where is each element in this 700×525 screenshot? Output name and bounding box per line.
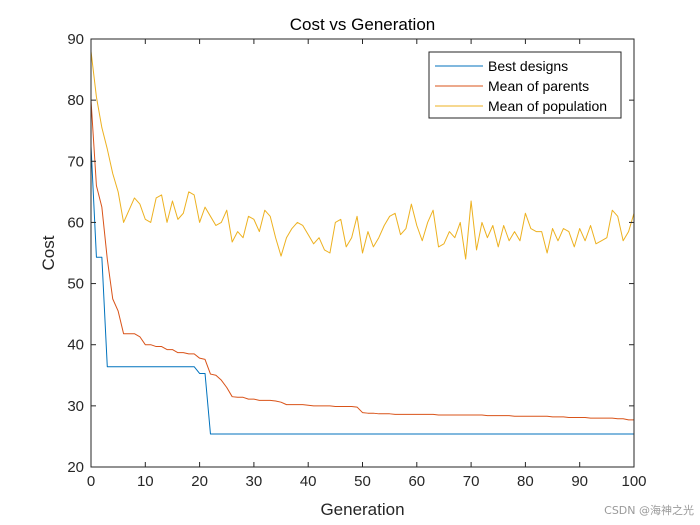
series-best-designs bbox=[90, 145, 634, 435]
series-mean-of-parents bbox=[90, 100, 634, 421]
x-axis-label: Generation bbox=[320, 500, 404, 519]
y-tick-label: 30 bbox=[67, 398, 84, 415]
x-tick-label: 30 bbox=[246, 473, 263, 490]
x-tick-label: 0 bbox=[87, 473, 95, 490]
y-tick-label: 80 bbox=[67, 92, 84, 109]
tick-layer: 0 10 20 30 40 50 60 70 80 90 100 20 30 40 50 60 70 80 90 bbox=[67, 31, 646, 490]
legend: Best designs Mean of parents Mean of pop… bbox=[428, 51, 622, 119]
x-tick-label: 90 bbox=[571, 473, 588, 490]
legend-label-mean-of-parents: Mean of parents bbox=[488, 78, 589, 94]
legend-label-mean-of-population: Mean of population bbox=[488, 98, 607, 114]
x-tick-label: 50 bbox=[354, 473, 371, 490]
legend-label-best-designs: Best designs bbox=[488, 58, 568, 74]
y-tick-label: 60 bbox=[67, 214, 84, 231]
y-tick-label: 50 bbox=[67, 276, 84, 293]
chart-title: Cost vs Generation bbox=[290, 15, 436, 34]
x-tick-label: 60 bbox=[408, 473, 425, 490]
y-tick-label: 20 bbox=[67, 459, 84, 476]
y-axis-label: Cost bbox=[39, 235, 58, 270]
x-tick-label: 10 bbox=[137, 473, 154, 490]
x-tick-label: 20 bbox=[191, 473, 208, 490]
x-tick-label: 40 bbox=[300, 473, 317, 490]
x-tick-label: 80 bbox=[517, 473, 534, 490]
series-layer bbox=[90, 51, 635, 435]
legend-box bbox=[428, 51, 622, 119]
y-tick-label: 40 bbox=[67, 337, 84, 354]
watermark: CSDN @海神之光 bbox=[604, 503, 694, 517]
x-tick-label: 70 bbox=[463, 473, 480, 490]
series-mean-of-population bbox=[90, 51, 635, 260]
y-tick-label: 70 bbox=[67, 153, 84, 170]
y-tick-label: 90 bbox=[67, 31, 84, 48]
x-tick-label: 100 bbox=[621, 473, 646, 490]
